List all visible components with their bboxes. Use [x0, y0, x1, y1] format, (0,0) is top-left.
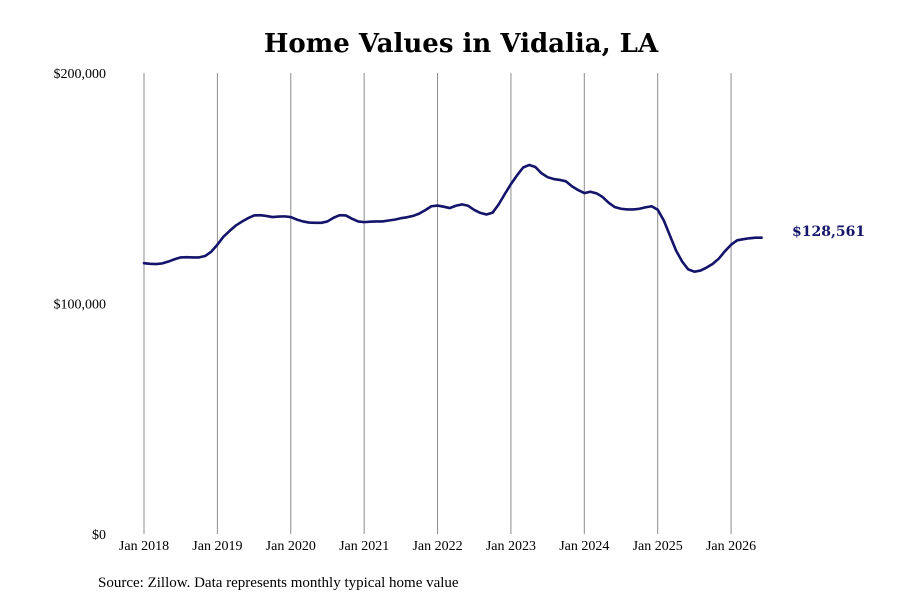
series-line-0	[142, 163, 763, 273]
last-value-label: $128,561	[792, 224, 865, 240]
y-tick-label: $200,000	[54, 67, 107, 82]
chart-title: Home Values in Vidalia, LA	[264, 29, 659, 59]
x-tick-label: Jan 2026	[706, 539, 756, 554]
y-axis: $0 $100,000 $200,000	[54, 67, 107, 543]
x-tick-label: Jan 2021	[339, 539, 389, 554]
x-tick-label: Jan 2020	[266, 539, 316, 554]
x-tick-label: Jan 2024	[559, 539, 609, 554]
grid-lines	[143, 73, 732, 534]
x-tick-label: Jan 2019	[192, 539, 242, 554]
x-tick-label: Jan 2022	[412, 539, 462, 554]
x-tick-label: Jan 2025	[633, 539, 683, 554]
source-note: Source: Zillow. Data represents monthly …	[98, 575, 459, 591]
y-tick-label: $100,000	[54, 298, 107, 313]
x-tick-label: Jan 2023	[486, 539, 536, 554]
y-tick-label: $0	[92, 528, 106, 543]
x-tick-label: Jan 2018	[119, 539, 169, 554]
plot-area	[142, 163, 763, 273]
x-axis: Jan 2018 Jan 2019 Jan 2020 Jan 2021 Jan 2022…	[119, 539, 756, 554]
